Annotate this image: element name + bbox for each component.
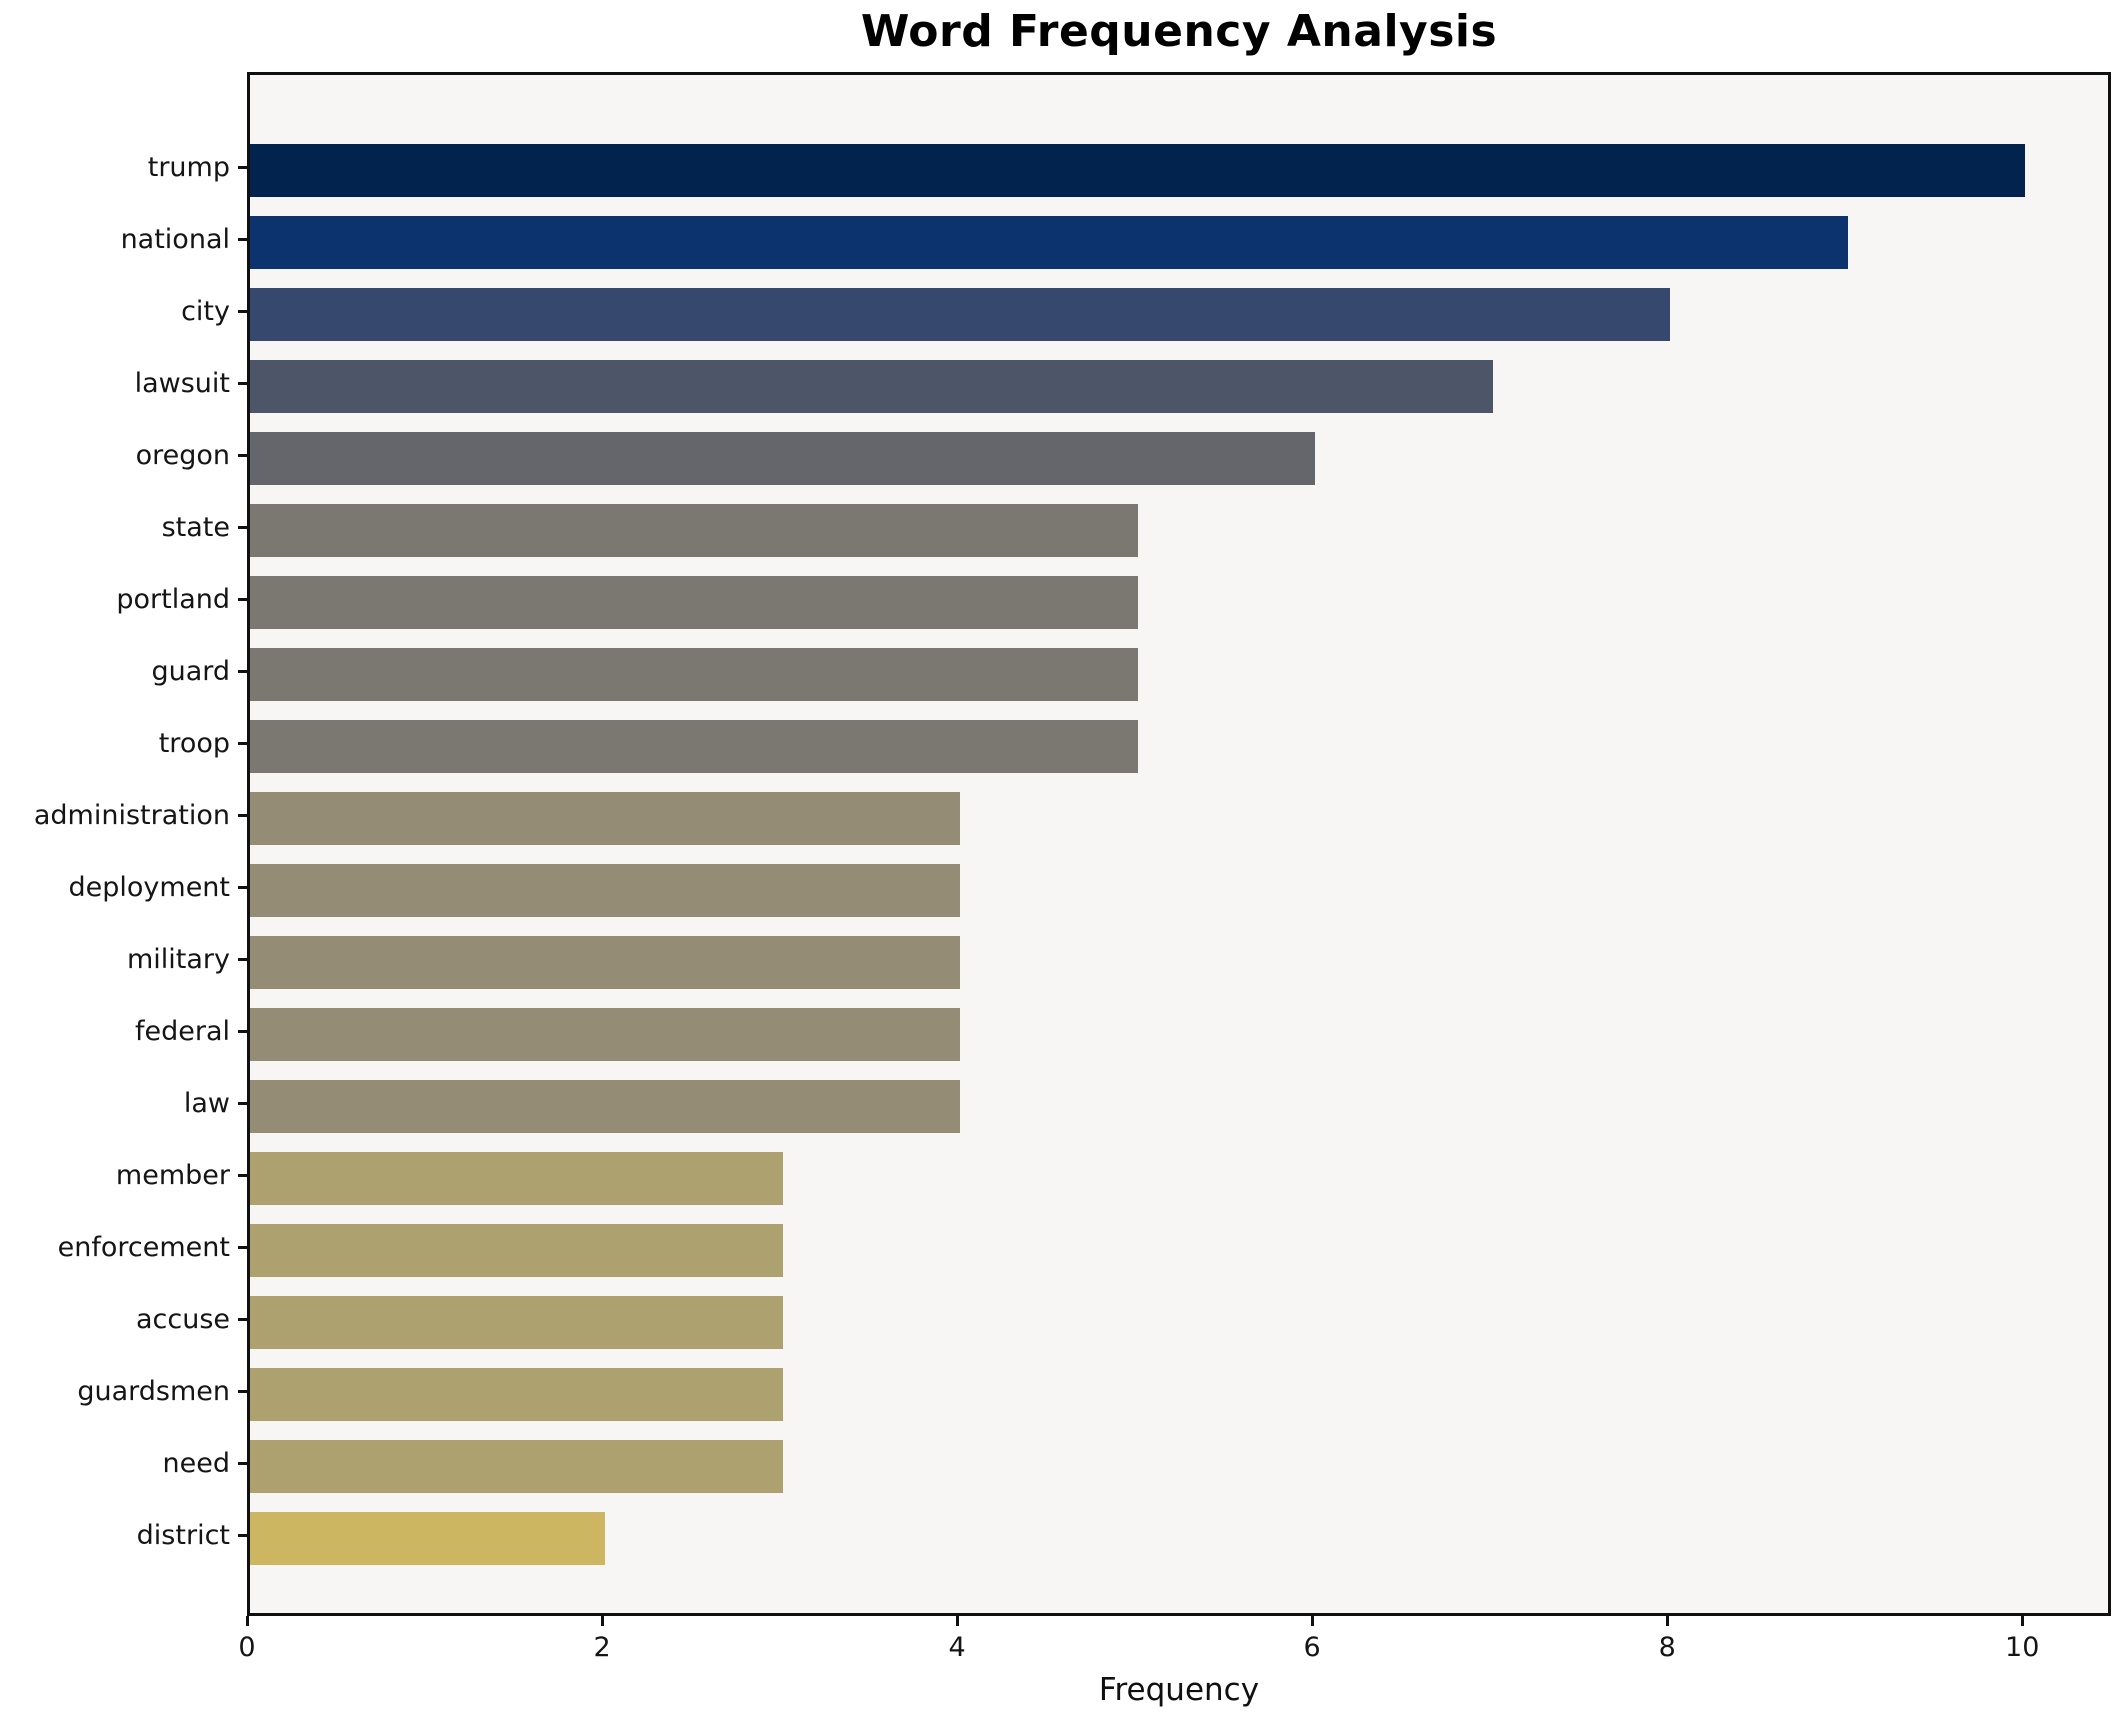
y-tick-label: administration <box>33 800 230 831</box>
y-tick <box>238 1030 247 1033</box>
y-tick-label: deployment <box>68 872 231 903</box>
y-tick <box>238 1534 247 1537</box>
x-tick-label: 8 <box>1658 1632 1676 1663</box>
bar-national <box>250 216 1848 269</box>
bar-enforcement <box>250 1224 783 1277</box>
bar-troop <box>250 720 1138 773</box>
y-tick <box>238 886 247 889</box>
bar-city <box>250 288 1670 341</box>
y-tick-label: troop <box>158 728 230 759</box>
y-tick-label: lawsuit <box>134 368 230 399</box>
y-tick-label: state <box>161 512 230 543</box>
x-tick-label: 2 <box>593 1632 611 1663</box>
x-tick <box>1665 1616 1669 1626</box>
y-tick-label: guardsmen <box>77 1376 230 1407</box>
y-tick <box>238 238 247 241</box>
y-tick <box>238 166 247 169</box>
y-tick-label: law <box>183 1088 230 1119</box>
x-tick <box>955 1616 959 1626</box>
y-tick <box>238 1174 247 1177</box>
y-tick <box>238 742 247 745</box>
y-tick <box>238 1102 247 1105</box>
y-tick <box>238 670 247 673</box>
y-tick <box>238 454 247 457</box>
bar-administration <box>250 792 960 845</box>
x-tick-label: 6 <box>1303 1632 1321 1663</box>
bar-federal <box>250 1008 960 1061</box>
y-tick-label: need <box>162 1448 230 1479</box>
y-tick-label: accuse <box>135 1304 230 1335</box>
bar-military <box>250 936 960 989</box>
y-tick <box>238 814 247 817</box>
bar-portland <box>250 576 1138 629</box>
y-tick-label: federal <box>134 1016 230 1047</box>
plot-area <box>247 72 2111 1616</box>
bar-guardsmen <box>250 1368 783 1421</box>
bar-oregon <box>250 432 1315 485</box>
y-tick <box>238 1462 247 1465</box>
y-tick-label: trump <box>147 152 230 183</box>
y-tick <box>238 1246 247 1249</box>
chart-title: Word Frequency Analysis <box>860 6 1498 57</box>
bar-lawsuit <box>250 360 1493 413</box>
x-tick <box>1310 1616 1314 1626</box>
bar-guard <box>250 648 1138 701</box>
x-tick <box>2020 1616 2024 1626</box>
x-tick-label: 4 <box>948 1632 966 1663</box>
x-tick-label: 10 <box>2005 1632 2040 1663</box>
y-tick <box>238 310 247 313</box>
bar-deployment <box>250 864 960 917</box>
y-tick <box>238 598 247 601</box>
y-tick-label: guard <box>151 656 230 687</box>
bar-need <box>250 1440 783 1493</box>
y-tick-label: enforcement <box>57 1232 230 1263</box>
bar-district <box>250 1512 605 1565</box>
y-tick <box>238 958 247 961</box>
x-tick-label: 0 <box>238 1632 256 1663</box>
y-tick <box>238 526 247 529</box>
y-tick-label: city <box>181 296 230 327</box>
x-axis-label: Frequency <box>1098 1672 1260 1708</box>
bar-trump <box>250 144 2025 197</box>
bar-state <box>250 504 1138 557</box>
y-tick-label: member <box>115 1160 230 1191</box>
y-tick <box>238 1318 247 1321</box>
y-tick <box>238 382 247 385</box>
x-tick <box>600 1616 604 1626</box>
y-tick <box>238 1390 247 1393</box>
y-tick-label: military <box>126 944 230 975</box>
bar-law <box>250 1080 960 1133</box>
y-tick-label: portland <box>116 584 230 615</box>
y-tick-label: national <box>120 224 230 255</box>
y-tick-label: oregon <box>135 440 230 471</box>
bar-accuse <box>250 1296 783 1349</box>
bar-member <box>250 1152 783 1205</box>
y-tick-label: district <box>136 1520 230 1551</box>
x-tick <box>245 1616 249 1626</box>
